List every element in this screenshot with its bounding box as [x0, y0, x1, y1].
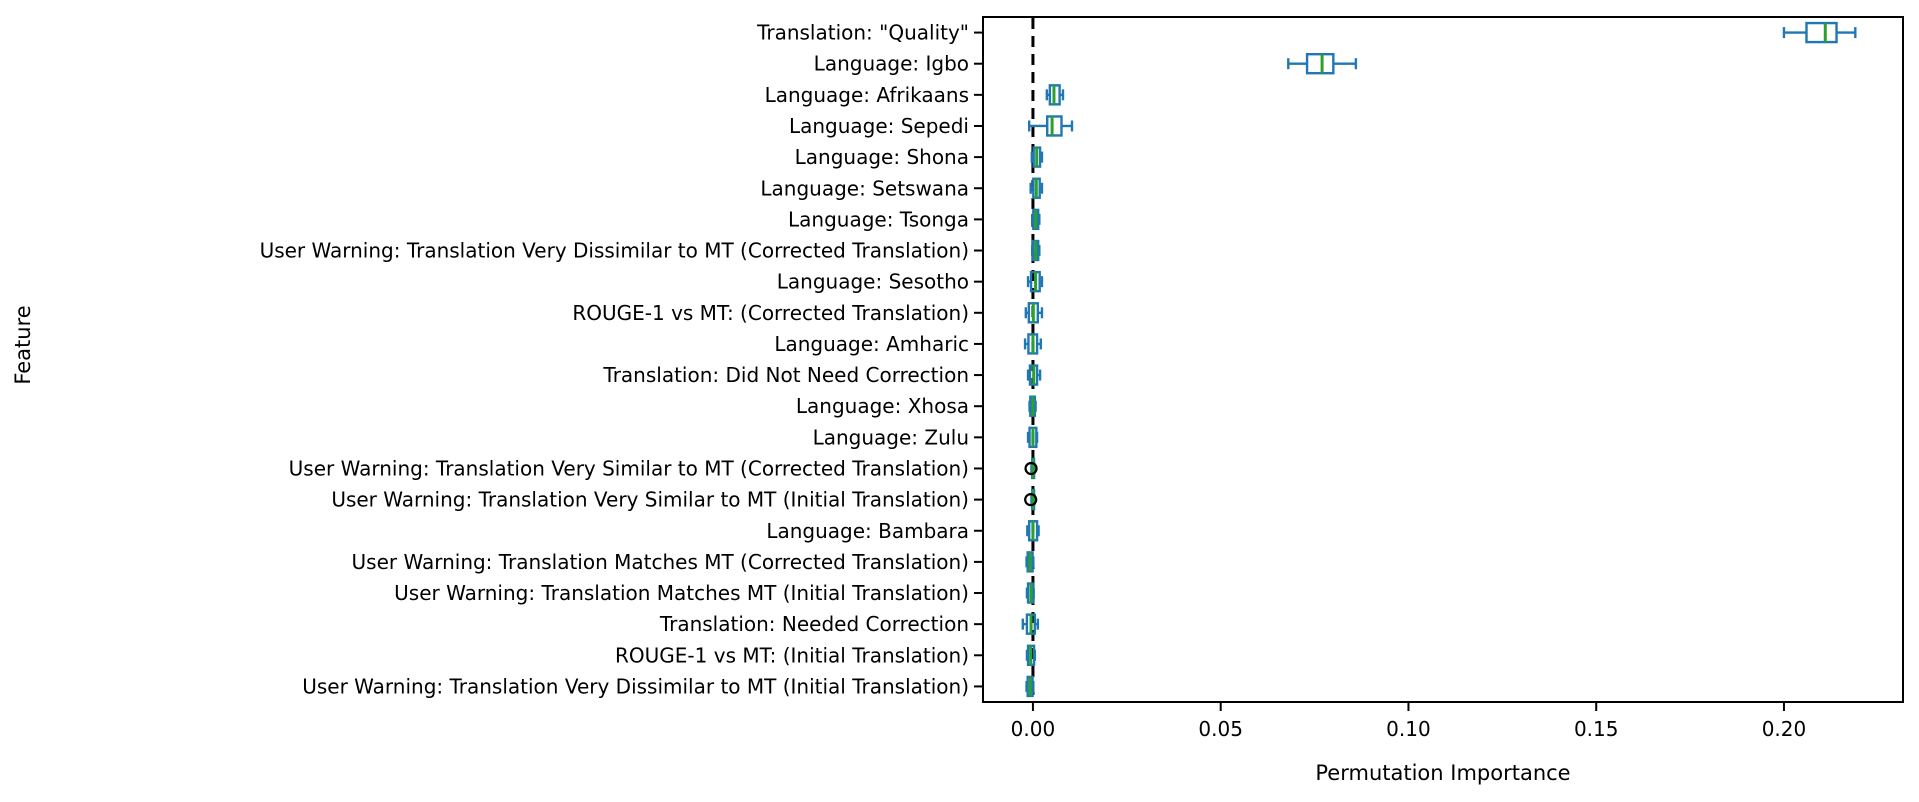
y-tick-label: Language: Igbo — [814, 52, 969, 76]
boxplot-row — [1024, 488, 1038, 511]
boxplot-row — [1028, 395, 1037, 417]
y-tick-label: User Warning: Translation Very Similar t… — [289, 456, 969, 480]
y-tick-label: Language: Bambara — [766, 519, 969, 543]
ticks-layer — [974, 31, 1785, 711]
y-tick-label: Translation: Needed Correction — [659, 612, 969, 636]
y-tick-label: Language: Afrikaans — [765, 83, 969, 107]
x-axis-title: Permutation Importance — [1315, 761, 1570, 785]
boxplot-row — [1782, 21, 1857, 44]
boxplot-row — [1025, 582, 1035, 604]
y-tick-label: User Warning: Translation Matches MT (Co… — [352, 550, 969, 574]
boxplot-row — [1024, 302, 1044, 324]
boxplot-row — [1026, 426, 1039, 449]
boxplot-row — [1030, 208, 1041, 231]
y-tick-label: Language: Setswana — [760, 176, 969, 200]
iqr-box — [1046, 115, 1063, 137]
x-tick-label: 0.10 — [1386, 717, 1431, 741]
y-tick-label: Language: Sesotho — [777, 270, 969, 294]
y-tick-label: Language: Xhosa — [796, 394, 969, 418]
x-tick-label: 0.00 — [1011, 717, 1056, 741]
y-tick-label: Language: Amharic — [774, 332, 969, 356]
boxplot-row — [1025, 551, 1035, 573]
x-tick-label: 0.05 — [1198, 717, 1243, 741]
flier-circle — [1024, 461, 1038, 476]
boxplot-row — [1021, 613, 1040, 635]
boxplot-row — [1024, 457, 1038, 480]
boxplot-row — [1030, 239, 1041, 262]
boxplot-row — [1025, 644, 1037, 666]
axes-frame — [982, 16, 1904, 703]
y-tick-label: User Warning: Translation Matches MT (In… — [394, 581, 969, 605]
x-tick-label: 0.15 — [1574, 717, 1619, 741]
y-axis-title: Feature — [11, 305, 35, 384]
y-tick-label: ROUGE-1 vs MT: (Initial Translation) — [615, 643, 969, 667]
flier-circle — [1024, 493, 1038, 507]
tick-labels-layer: 0.00 0.05 0.10 0.15 0.20 Translation: "Qualit… — [260, 21, 1807, 741]
iqr-box — [1305, 53, 1335, 75]
iqr-box — [1805, 21, 1838, 44]
boxplot-row — [1027, 115, 1074, 137]
boxplot-row — [1029, 177, 1044, 199]
boxplot-row — [1026, 270, 1044, 293]
boxplot-row — [1025, 675, 1035, 698]
x-tick-label: 0.20 — [1762, 717, 1807, 741]
boxes-layer — [1021, 21, 1857, 698]
boxplot-row — [1045, 84, 1065, 106]
boxplot-row — [1287, 53, 1358, 75]
y-tick-label: Translation: "Quality" — [756, 21, 969, 45]
y-tick-label: User Warning: Translation Very Dissimila… — [260, 239, 969, 263]
boxplot-row — [1026, 520, 1040, 542]
y-tick-label: Language: Zulu — [813, 425, 969, 449]
boxplot-row — [1030, 146, 1044, 168]
y-tick-label: Language: Shona — [795, 145, 969, 169]
y-tick-label: User Warning: Translation Very Similar t… — [331, 488, 969, 512]
boxplot-row — [1026, 364, 1042, 386]
y-tick-label: Translation: Did Not Need Correction — [602, 363, 969, 387]
boxplot-row — [1023, 333, 1043, 355]
y-tick-label: Language: Sepedi — [789, 114, 969, 138]
y-tick-label: ROUGE-1 vs MT: (Corrected Translation) — [572, 301, 969, 325]
y-tick-label: Language: Tsonga — [788, 207, 969, 231]
y-tick-label: User Warning: Translation Very Dissimila… — [302, 674, 969, 698]
